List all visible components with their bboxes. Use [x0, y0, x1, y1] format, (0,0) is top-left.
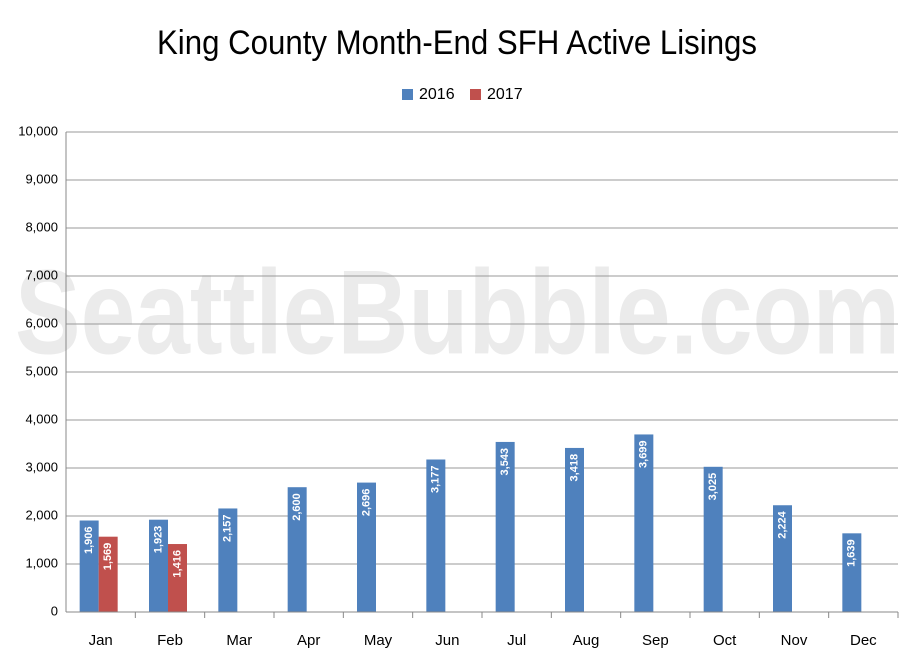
bar: [703, 466, 723, 612]
y-tick-label: 2,000: [25, 507, 58, 522]
legend-label: 2016: [419, 86, 455, 103]
x-tick-label: Oct: [713, 632, 737, 649]
bar: [287, 487, 307, 612]
data-label: 2,696: [360, 489, 372, 517]
x-tick-label: Feb: [157, 632, 183, 649]
bar: [218, 508, 238, 612]
watermark: SeattleBubble.com: [15, 246, 900, 380]
x-tick-label: Mar: [226, 632, 252, 649]
x-tick-label: Nov: [781, 632, 808, 649]
data-label: 2,600: [291, 493, 303, 521]
y-tick-label: 3,000: [25, 459, 58, 474]
x-tick-label: May: [364, 632, 393, 649]
y-tick-label: 8,000: [25, 219, 58, 234]
y-tick-label: 4,000: [25, 411, 58, 426]
bar: [495, 441, 515, 612]
y-tick-label: 10,000: [18, 123, 58, 138]
bar: [634, 434, 654, 612]
legend-swatch: [470, 89, 481, 100]
data-label: 3,177: [430, 466, 442, 494]
y-tick-label: 0: [51, 603, 58, 618]
bar: [168, 544, 187, 612]
x-tick-label: Aug: [573, 632, 600, 649]
y-tick-label: 9,000: [25, 171, 58, 186]
data-label: 3,418: [568, 454, 580, 482]
bar: [773, 505, 792, 612]
bar: [79, 520, 99, 612]
bar: [98, 536, 118, 612]
data-label: 3,699: [638, 440, 650, 468]
data-label: 1,906: [83, 527, 95, 555]
bar: [565, 447, 584, 612]
data-label: 1,416: [171, 550, 183, 578]
bar: [842, 533, 862, 612]
bar: [426, 459, 446, 612]
data-label: 2,157: [222, 514, 234, 542]
data-label: 2,224: [776, 510, 788, 538]
y-tick-label: 7,000: [25, 267, 58, 282]
bar: [357, 482, 376, 612]
legend-label: 2017: [487, 86, 523, 103]
y-tick-label: 1,000: [25, 555, 58, 570]
data-label: 3,543: [499, 448, 511, 476]
x-tick-label: Dec: [850, 632, 877, 649]
y-tick-label: 5,000: [25, 363, 58, 378]
x-tick-label: Sep: [642, 632, 669, 649]
data-label: 1,923: [152, 526, 164, 554]
legend-swatch: [402, 89, 413, 100]
x-tick-label: Jan: [89, 632, 113, 649]
x-tick-label: Apr: [297, 632, 320, 649]
bar: [149, 519, 168, 612]
y-tick-label: 6,000: [25, 315, 58, 330]
chart-title: King County Month-End SFH Active Lisings: [157, 24, 757, 62]
x-tick-label: Jul: [507, 632, 526, 649]
data-label: 1,639: [846, 539, 858, 567]
x-tick-label: Jun: [435, 632, 459, 649]
data-label: 1,569: [102, 543, 114, 571]
data-label: 3,025: [707, 473, 719, 501]
